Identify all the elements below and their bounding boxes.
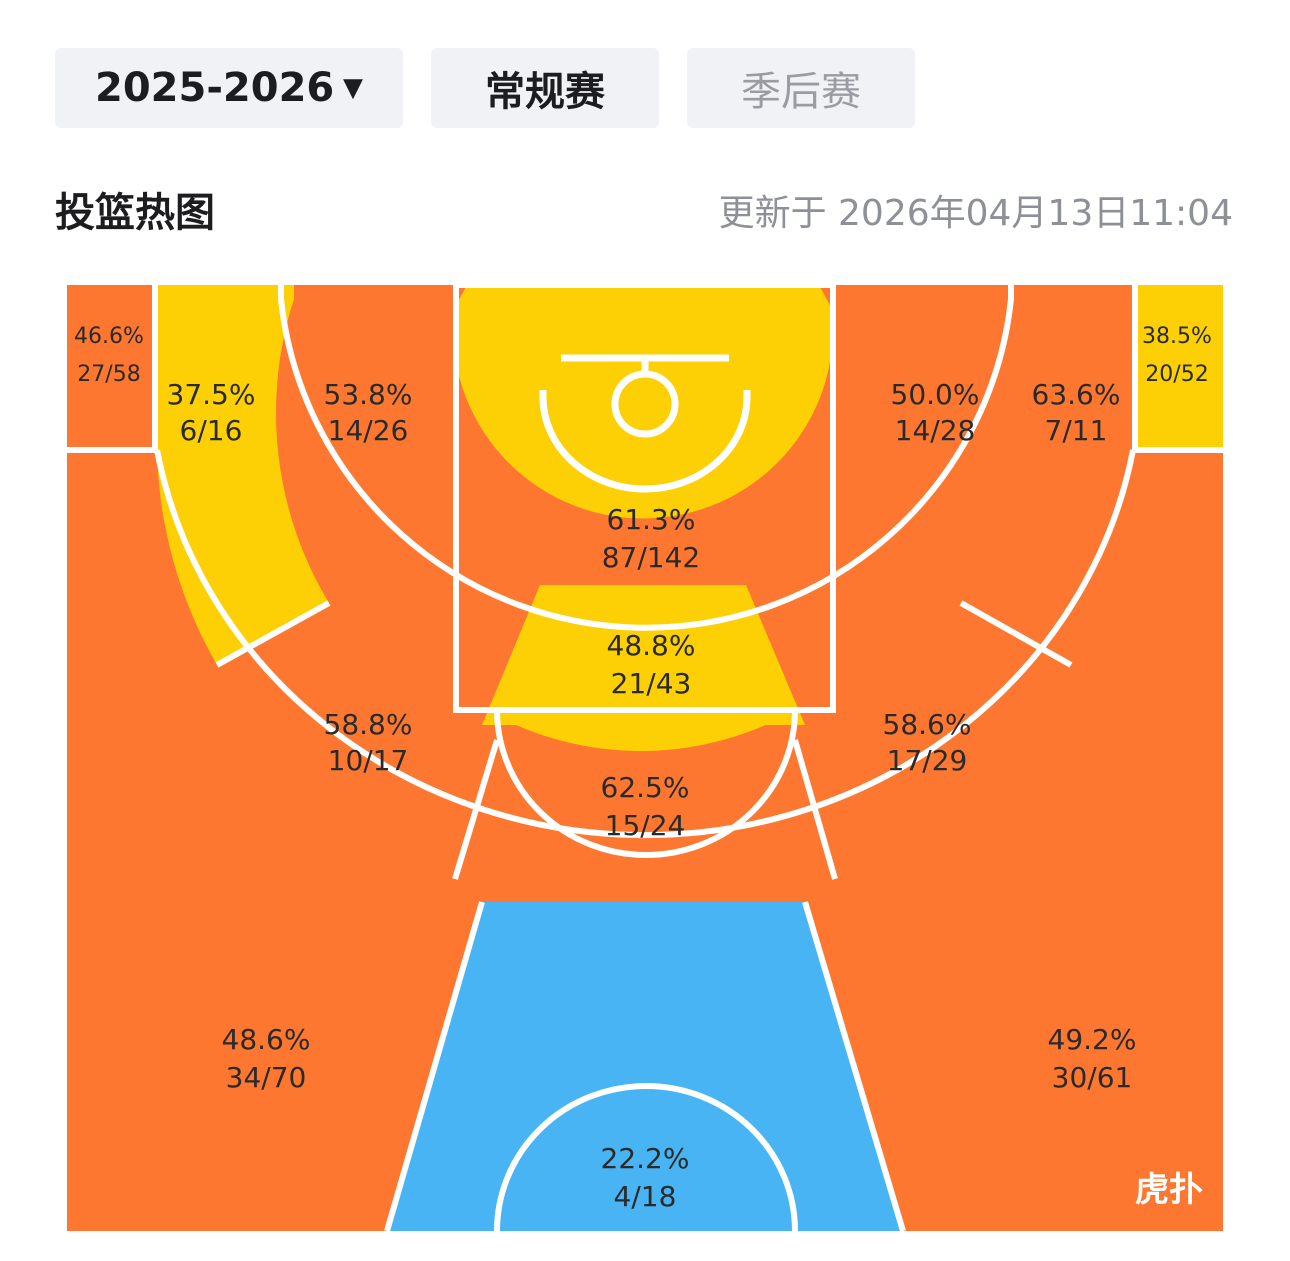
zone-left-corner-three-pct: 46.6% xyxy=(74,324,144,349)
zone-paint-non-ra-pct: 48.8% xyxy=(607,629,696,662)
caret-down-icon: ▼ xyxy=(343,73,363,103)
mid-range-arc xyxy=(278,285,1014,631)
shot-heatmap: 46.6% 27/58 37.5%6/16 53.8%14/26 61.3% 87/142… xyxy=(67,285,1223,1231)
zone-left-baseline-long-two-pct: 37.5% xyxy=(167,378,256,411)
zone-midrange-arc xyxy=(157,285,1133,836)
zone-right-short-mid-made-attempts: 14/28 xyxy=(895,414,976,447)
free-throw-circle xyxy=(494,709,798,858)
zone-fills xyxy=(67,285,1223,1231)
zone-right-wing-three-made-attempts: 30/61 xyxy=(1052,1061,1133,1094)
zone-left-corner-three xyxy=(67,285,155,450)
divider-left-top xyxy=(452,739,500,880)
zone-labels: 46.6% 27/58 37.5%6/16 53.8%14/26 61.3% 87/142… xyxy=(74,324,1212,1213)
zone-left-wing-long-two-pct: 58.8% xyxy=(324,708,413,741)
zone-left-wing-three-pct: 48.6% xyxy=(222,1023,311,1056)
zone-right-baseline-long-two-made-attempts: 7/11 xyxy=(1045,414,1108,447)
update-timestamp: 更新于 2026年04月13日11:04 xyxy=(718,193,1233,234)
tab-playoffs[interactable]: 季后赛 xyxy=(687,48,915,128)
zone-right-wing-long-two-made-attempts: 17/29 xyxy=(887,744,968,777)
zone-left-wing-long-two-made-attempts: 10/17 xyxy=(328,744,409,777)
zone-left-short-mid-made-attempts: 14/26 xyxy=(328,414,409,447)
zone-paint-non-ra-made-attempts: 21/43 xyxy=(611,667,692,700)
zone-restricted-area xyxy=(453,285,833,519)
zone-top-three-made-attempts: 4/18 xyxy=(614,1180,677,1213)
restricted-arc xyxy=(539,390,751,493)
zone-restricted-area-pct: 61.3% xyxy=(607,503,696,536)
zone-right-wing-three-pct: 49.2% xyxy=(1048,1023,1137,1056)
zone-left-corner-three-made-attempts: 27/58 xyxy=(77,362,140,387)
section-title: 投篮热图 xyxy=(55,190,215,236)
divider-right-wing xyxy=(959,600,1073,668)
zone-left-baseline-long-two-made-attempts: 6/16 xyxy=(180,414,243,447)
zone-right-wing-long-two-pct: 58.6% xyxy=(883,708,972,741)
court-lines xyxy=(67,285,1223,1231)
zone-top-long-two-made-attempts: 15/24 xyxy=(605,809,686,842)
brand-watermark: 虎扑 xyxy=(1135,1170,1203,1210)
zone-top-three xyxy=(387,902,903,1231)
filter-bar: 2025-2026 ▼ 常规赛 季后赛 xyxy=(55,48,915,128)
half-court-circle xyxy=(494,1083,798,1231)
season-dropdown[interactable]: 2025-2026 ▼ xyxy=(55,48,403,128)
zone-right-short-mid-pct: 50.0% xyxy=(891,378,980,411)
zone-restricted-area-made-attempts: 87/142 xyxy=(602,541,701,574)
divider-left-wing xyxy=(215,600,331,668)
zone-left-short-mid-pct: 53.8% xyxy=(324,378,413,411)
zone-top-long-two-pct: 62.5% xyxy=(601,771,690,804)
zone-left-wing-three-made-attempts: 34/70 xyxy=(226,1061,307,1094)
zone-top-three-pct: 22.2% xyxy=(601,1142,690,1175)
three-divider-right xyxy=(802,901,906,1231)
season-label: 2025-2026 xyxy=(95,65,335,111)
divider-right-top xyxy=(792,739,838,880)
zone-right-corner-three-made-attempts: 20/52 xyxy=(1145,362,1208,387)
zone-right-baseline-long-two-pct: 63.6% xyxy=(1032,378,1121,411)
three-point-arc xyxy=(154,449,1136,839)
three-divider-left xyxy=(384,901,485,1231)
zone-right-corner-three-pct: 38.5% xyxy=(1142,324,1212,349)
paint xyxy=(453,285,836,713)
rim xyxy=(611,370,679,438)
tab-regular-season[interactable]: 常规赛 xyxy=(431,48,659,128)
basket xyxy=(539,354,751,493)
zone-right-corner-three xyxy=(1135,285,1223,450)
